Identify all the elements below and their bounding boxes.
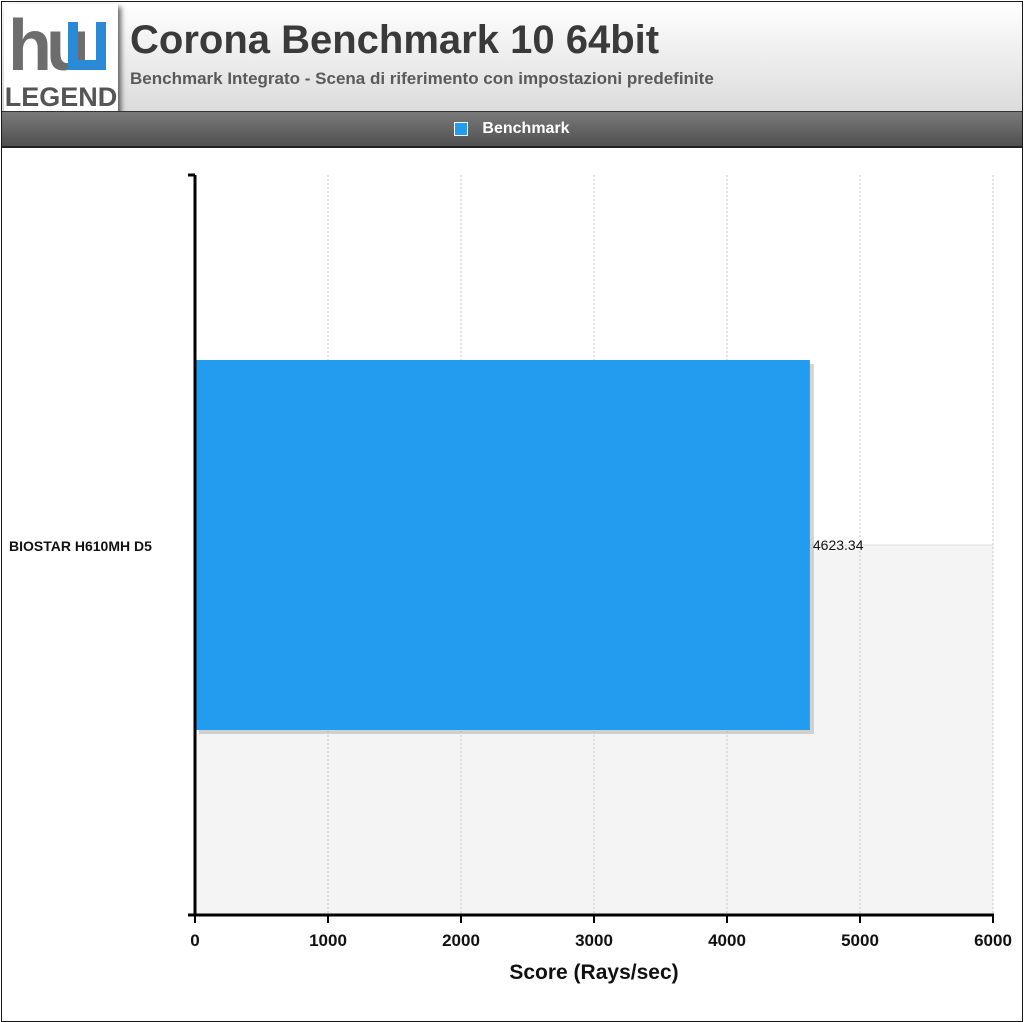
- x-tick-label: 5000: [841, 931, 879, 950]
- legend-swatch: [454, 122, 469, 136]
- legend: Benchmark: [2, 112, 1022, 146]
- logo-text: LEGEND: [5, 82, 118, 112]
- bar: [195, 360, 810, 730]
- bar-value-label: 4623.34: [813, 537, 864, 553]
- hwlegend-logo: hu LEGEND: [4, 4, 118, 116]
- x-tick-label: 2000: [442, 931, 480, 950]
- x-tick-label: 1000: [309, 931, 347, 950]
- category-label: BIOSTAR H610MH D5: [9, 538, 152, 554]
- x-tick-label: 3000: [575, 931, 613, 950]
- chart-subtitle: Benchmark Integrato - Scena di riferimen…: [130, 69, 714, 88]
- legend-bar: Benchmark: [2, 111, 1022, 148]
- chart-title: Corona Benchmark 10 64bit: [130, 18, 660, 62]
- chart-header: hu LEGEND Corona Benchmark 10 64bit Benc…: [2, 2, 1022, 116]
- x-tick-label: 4000: [708, 931, 746, 950]
- legend-label: Benchmark: [482, 120, 570, 137]
- x-axis-title: Score (Rays/sec): [509, 961, 678, 984]
- x-tick-label: 0: [190, 931, 199, 950]
- x-tick-label: 6000: [974, 931, 1012, 950]
